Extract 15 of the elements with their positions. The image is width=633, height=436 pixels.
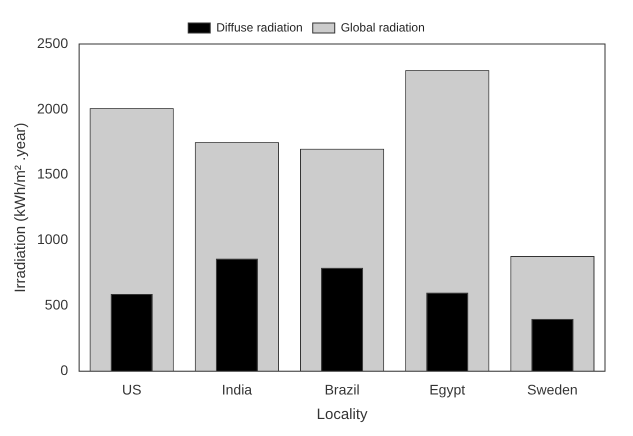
legend-label: Global radiation [340, 20, 425, 34]
x-tick-label: Brazil [324, 381, 360, 398]
y-tick-label: 2000 [36, 100, 68, 116]
x-tick-label: India [222, 381, 252, 398]
legend-label: Diffuse radiation [216, 20, 303, 34]
y-tick-label: 2500 [36, 34, 68, 51]
y-tick-label: 500 [44, 296, 68, 313]
x-tick-label: Sweden [527, 381, 578, 398]
y-tick-label: 1000 [36, 231, 68, 248]
y-tick-label: 1500 [36, 166, 68, 182]
y-tick-label: 0 [60, 362, 68, 378]
y-axis-title: Irradiation (kWh/m² .year) [12, 122, 30, 293]
x-tick-label: US [122, 381, 142, 398]
x-axis-title: Locality [316, 406, 368, 424]
x-tick-label: Egypt [429, 381, 466, 398]
